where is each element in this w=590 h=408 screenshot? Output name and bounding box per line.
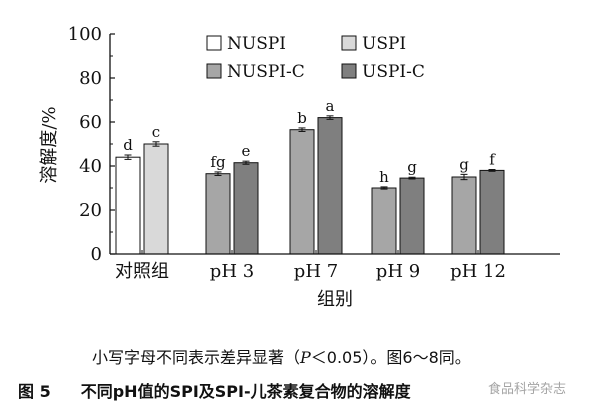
y-tick-label: 0 [91, 244, 102, 265]
y-tick-label: 80 [79, 68, 102, 89]
bar [233, 162, 259, 255]
x-axis-label: 组别 [317, 289, 353, 310]
legend-swatch [206, 35, 222, 51]
legend-swatch [341, 35, 357, 51]
x-tick-label: pH 12 [450, 261, 506, 282]
significance-letter: g [407, 158, 417, 176]
bar [317, 117, 343, 255]
caption-title: 不同pH值的SPI及SPI-儿茶素复合物的溶解度 [80, 382, 411, 401]
significance-note: 小写字母不同表示差异显著（P＜0.05）。图6～8同。 [92, 344, 471, 368]
legend: NUSPI USPI NUSPI-C USPI-C [206, 34, 425, 82]
legend-label: USPI [362, 34, 406, 54]
note-p-symbol: P [300, 348, 311, 367]
significance-letter: g [459, 155, 469, 173]
note-suffix: ＜0.05）。图6～8同。 [310, 348, 471, 367]
bar [115, 156, 141, 255]
y-tick-label: 40 [79, 156, 102, 177]
legend-label: NUSPI [227, 34, 286, 54]
legend-swatch [206, 63, 222, 79]
x-tick-label: pH 7 [294, 261, 338, 282]
significance-letter: fg [210, 153, 226, 171]
significance-letter: h [379, 168, 389, 186]
bar [289, 129, 315, 255]
journal-watermark: 食品科学杂志 [488, 378, 566, 397]
y-tick-label: 60 [79, 112, 102, 133]
x-tick-label: pH 9 [376, 261, 420, 282]
figure-caption: 图 5 不同pH值的SPI及SPI-儿茶素复合物的溶解度 [18, 378, 411, 402]
x-tick-label: pH 3 [210, 261, 254, 282]
bar [205, 173, 231, 255]
watermark-text: 食品科学杂志 [487, 382, 566, 397]
legend-swatch [341, 63, 357, 79]
y-tick-label: 20 [79, 200, 102, 221]
bar [479, 169, 505, 255]
y-axis-label: 溶解度/% [39, 106, 60, 183]
axes-layer: 0 20 40 60 80 100 对照组 pH 3 pH 7 pH 9 pH 12 [68, 24, 560, 282]
significance-letter: e [242, 142, 251, 160]
note-prefix: 小写字母不同表示差异显著（ [92, 348, 301, 367]
bar [371, 187, 397, 255]
x-tick-label: 对照组 [115, 261, 169, 282]
bar [399, 177, 425, 255]
caption-number: 图 5 [18, 382, 51, 401]
significance-letter: b [297, 109, 307, 127]
significance-letter: f [489, 151, 496, 169]
legend-label: NUSPI-C [227, 62, 305, 82]
bar [143, 143, 169, 255]
significance-letter: a [326, 97, 335, 115]
significance-letter: d [123, 136, 133, 154]
legend-label: USPI-C [362, 62, 425, 82]
y-tick-label: 100 [68, 24, 102, 45]
significance-letter: c [152, 123, 160, 141]
bar [451, 176, 477, 255]
